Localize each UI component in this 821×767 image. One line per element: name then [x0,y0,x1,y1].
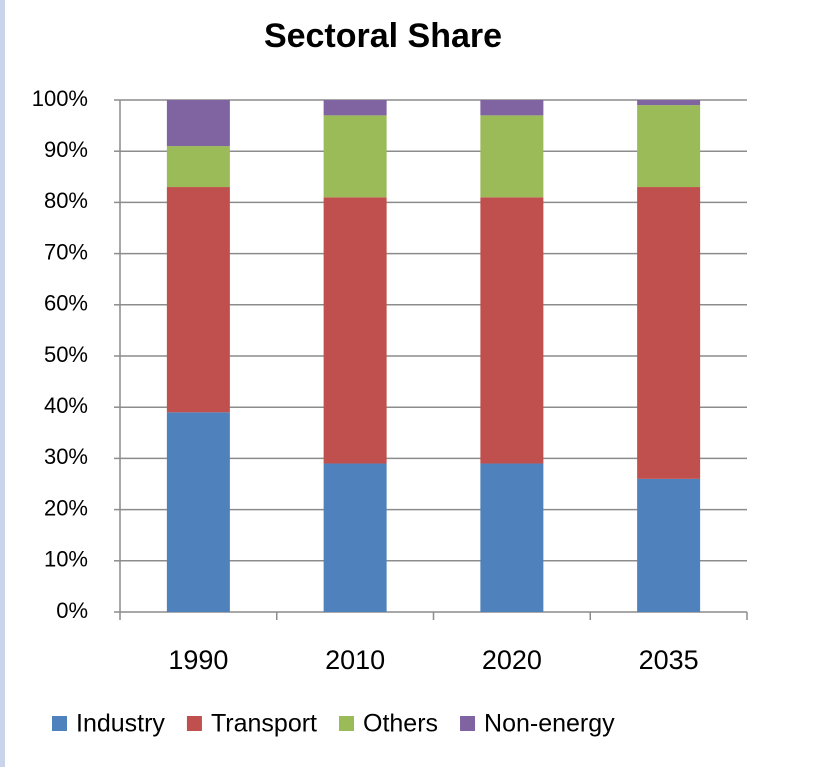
bar-segment [480,115,544,198]
bar-segment [637,187,701,479]
legend-label: Non-energy [484,710,615,738]
y-tick-label: 50% [44,342,88,367]
legend-label: Transport [211,710,317,738]
bar-segment [323,463,387,612]
legend-swatch [186,716,202,731]
x-tick-label: 2020 [482,645,542,675]
legend-swatch [52,716,67,731]
y-tick-label: 90% [44,137,88,162]
legend-label: Others [363,710,438,738]
y-tick-label: 40% [44,393,88,418]
bar-segment [166,187,230,413]
bar-segment [637,100,701,106]
legend-label: Industry [76,710,165,738]
bar-segment [323,100,387,116]
y-tick-label: 10% [44,547,88,572]
bar-segment [637,105,701,188]
y-tick-label: 20% [44,495,88,520]
x-tick-label: 2035 [639,645,699,675]
y-tick-label: 30% [44,444,88,469]
bar-segment [166,146,230,188]
x-tick-label: 1990 [168,645,228,675]
bar-segment [480,100,544,116]
bar-segment [480,463,544,612]
bar-segment [480,197,544,464]
bar-segment [166,100,230,147]
legend-swatch [339,716,354,731]
bar-segment [637,478,701,612]
legend-swatch [460,716,476,731]
bar-segment [323,115,387,198]
y-tick-label: 70% [44,239,88,264]
bar-segment [323,197,387,464]
y-tick-label: 0% [56,598,88,623]
y-tick-label: 100% [32,86,88,111]
frame-edge [0,0,5,767]
y-tick-label: 60% [44,291,88,316]
bar-segment [166,412,230,612]
chart-title: Sectoral Share [264,17,502,55]
x-tick-label: 2010 [325,645,385,675]
y-tick-label: 80% [44,188,88,213]
